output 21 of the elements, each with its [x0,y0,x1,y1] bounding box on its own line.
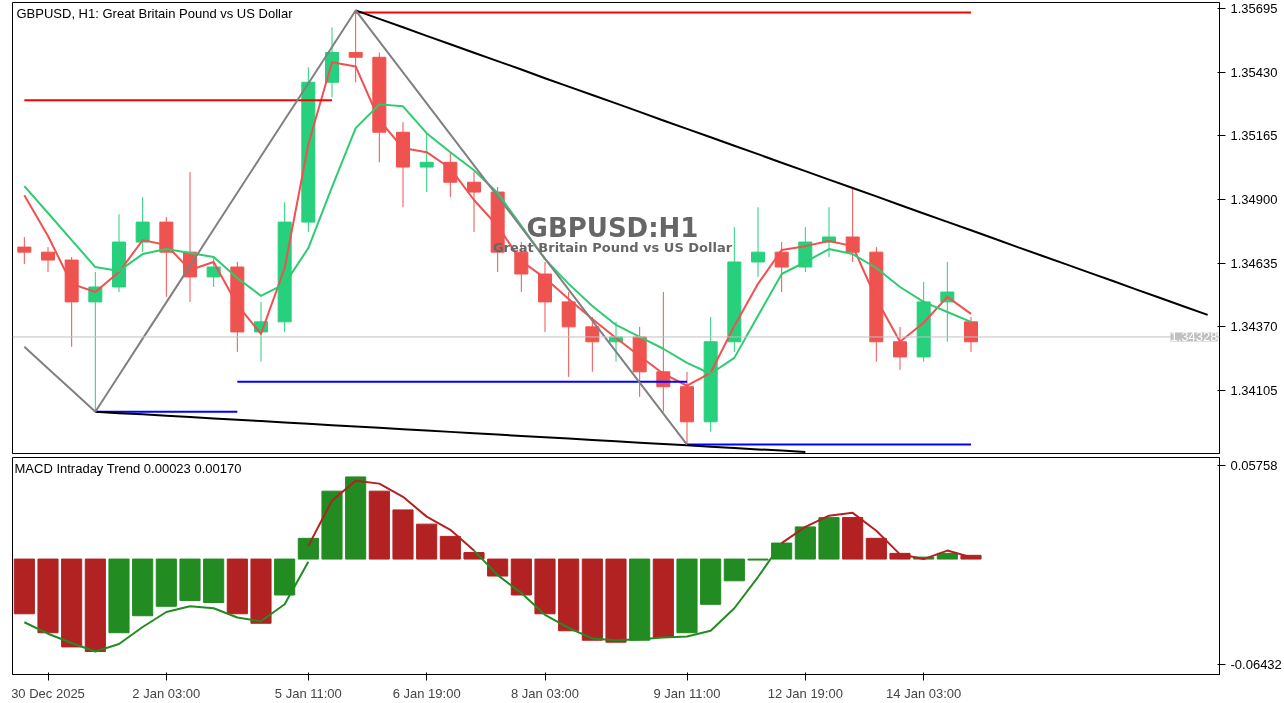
x-tick-label: 6 Jan 19:00 [392,685,461,701]
y-tick-label: 1.35165 [1230,128,1278,144]
y-tick-label: 1.34105 [1230,383,1278,399]
x-tick-label: 30 Dec 2025 [11,685,85,701]
y-tick-label: 1.35695 [1230,1,1278,17]
text: GBPUSD:H1 [526,212,699,243]
x-tick-label: 5 Jan 11:00 [274,685,342,701]
y-tick-label: 1.34900 [1230,192,1278,208]
y-tick-label: 1.34635 [1230,255,1278,271]
x-tick-label: 14 Jan 03:00 [886,685,962,701]
annotation: GBPUSD, H1: Great Britain Pound vs US Dollar [16,5,294,21]
y-tick-label: 1.35430 [1230,64,1278,80]
x-tick-label: 8 Jan 03:00 [511,685,579,701]
y-tick-label: 0.05758 [1230,457,1278,473]
chart-title: MACD Intraday Trend 0.00023 0.00170 [14,460,242,476]
x-tick-label: 2 Jan 03:00 [132,685,201,701]
ref-line-label: 1.34328 [1170,329,1218,345]
y-tick-label: 1.34370 [1230,319,1278,335]
x-tick-label: 9 Jan 11:00 [653,685,721,701]
y-tick-label: -0.06432 [1230,656,1282,672]
x-tick-label: 12 Jan 19:00 [767,685,843,701]
